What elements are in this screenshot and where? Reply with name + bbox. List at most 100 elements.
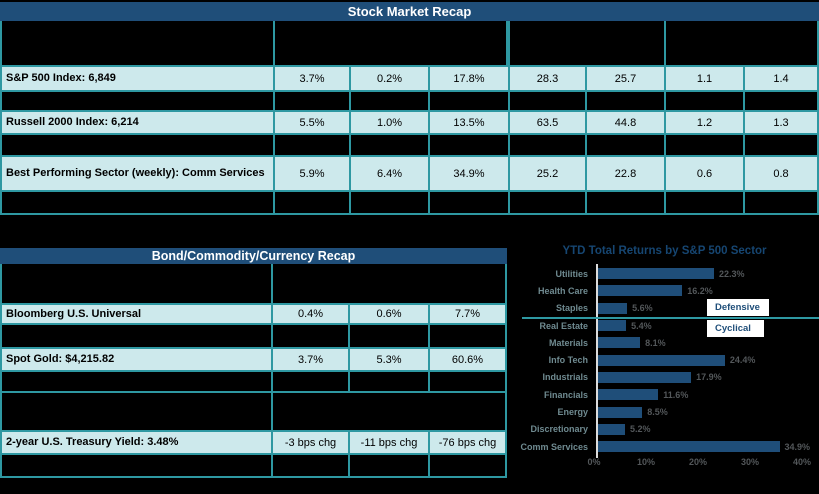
chart-bar-area: 8.5% <box>594 406 819 418</box>
chart-row: Financials 11.6% <box>510 386 819 403</box>
chart-bar-area: 24.4% <box>594 354 819 366</box>
chart-category-label: Real Estate <box>539 320 588 331</box>
chart-row: Materials 8.1% <box>510 334 819 351</box>
chart-category-label: Materials <box>548 337 588 348</box>
chart-x-tick-label: 10% <box>636 457 655 467</box>
chart-y-axis-line <box>596 264 598 458</box>
chart-bar-area: 5.4% <box>594 320 819 332</box>
value-cell: -11 bps chg <box>350 430 430 455</box>
value-cell: 17.8% <box>430 65 510 92</box>
chart-x-tick-label: 40% <box>792 457 811 467</box>
value-cell: 0.2% <box>351 65 430 92</box>
row-label-cell: 2-year U.S. Treasury Yield: 3.48% <box>0 430 273 455</box>
spacer-cell <box>351 192 430 215</box>
chart-bar <box>598 268 714 280</box>
spacer-cell <box>0 192 275 215</box>
value-cell: -76 bps chg <box>430 430 507 455</box>
legend-cyclical: Cyclical <box>707 320 764 337</box>
spacer-cell <box>745 135 819 155</box>
value-cell: 22.8 <box>587 155 666 192</box>
bond-header-cell <box>0 264 273 303</box>
chart-bar-area: 16.2% <box>594 285 819 297</box>
row-label-cell: Bloomberg U.S. Universal <box>0 303 273 325</box>
value-cell: 63.5 <box>510 110 587 135</box>
spacer-cell <box>430 192 510 215</box>
spacer-cell <box>0 325 273 347</box>
chart-value-label: 5.4% <box>631 320 652 331</box>
chart-bar <box>598 406 643 418</box>
chart-title: YTD Total Returns by S&P 500 Sector <box>562 245 767 257</box>
chart-category-label: Energy <box>557 407 588 418</box>
chart-bar <box>598 285 683 297</box>
chart-bar-area: 17.9% <box>594 371 819 383</box>
chart-category-label: Health Care <box>537 285 588 296</box>
value-cell: 0.4% <box>273 303 350 325</box>
spacer-cell <box>350 372 430 393</box>
chart-category-label: Staples <box>555 303 588 314</box>
spacer-cell <box>510 92 587 110</box>
value-cell: -3 bps chg <box>273 430 350 455</box>
chart-bar <box>598 371 692 383</box>
chart-bar-area: 5.6% <box>594 302 819 314</box>
chart-row: Energy 8.5% <box>510 403 819 420</box>
chart-bar <box>598 302 628 314</box>
value-cell: 34.9% <box>430 155 510 192</box>
spacer-cell <box>273 455 350 478</box>
chart-bar-area: 34.9% <box>594 441 819 453</box>
value-cell: 5.9% <box>275 155 351 192</box>
spacer-cell <box>0 455 273 478</box>
spacer-cell <box>430 92 510 110</box>
spacer-cell <box>587 192 666 215</box>
stock-header-cell <box>666 21 819 65</box>
chart-x-tick-label: 20% <box>688 457 707 467</box>
spacer-cell <box>275 92 351 110</box>
chart-value-label: 8.1% <box>645 337 666 348</box>
chart-value-label: 8.5% <box>647 407 668 418</box>
chart-row: Utilities 22.3% <box>510 265 819 282</box>
spacer-cell <box>587 92 666 110</box>
bond-header-cell <box>273 264 507 303</box>
stock-market-recap-table: Stock Market Recap S&P 500 Index: 6,849 … <box>0 2 819 215</box>
spacer-cell <box>0 135 275 155</box>
chart-row: Discretionary 5.2% <box>510 421 819 438</box>
chart-category-label: Discretionary <box>530 424 588 435</box>
value-cell: 0.6% <box>350 303 430 325</box>
row-label-cell: Spot Gold: $4,215.82 <box>0 347 273 372</box>
row-label-cell: Best Performing Sector (weekly): Comm Se… <box>0 155 275 192</box>
chart-category-label: Info Tech <box>548 355 588 366</box>
spacer-cell <box>430 455 507 478</box>
chart-bar <box>598 337 641 349</box>
value-cell: 25.2 <box>510 155 587 192</box>
value-cell: 28.3 <box>510 65 587 92</box>
legend-cyclical-label: Cyclical <box>715 323 751 334</box>
value-cell: 1.0% <box>351 110 430 135</box>
merged-spacer-cell <box>0 393 273 430</box>
value-cell: 25.7 <box>587 65 666 92</box>
spacer-cell <box>666 192 745 215</box>
chart-x-tick-label: 0% <box>587 457 601 467</box>
spacer-cell <box>0 92 275 110</box>
chart-value-label: 22.3% <box>719 268 745 279</box>
spacer-cell <box>273 372 350 393</box>
chart-value-label: 5.2% <box>630 424 651 435</box>
chart-category-label: Financials <box>543 389 588 400</box>
defensive-cyclical-divider-line <box>522 317 819 319</box>
chart-row: Comm Services 34.9% <box>510 438 819 455</box>
value-cell: 44.8 <box>587 110 666 135</box>
chart-x-axis-ticks: 0% 10% 20% 30% 40% <box>510 457 819 469</box>
value-cell: 6.4% <box>351 155 430 192</box>
value-cell: 5.3% <box>350 347 430 372</box>
spacer-cell <box>587 135 666 155</box>
spacer-cell <box>510 192 587 215</box>
chart-value-label: 34.9% <box>784 441 811 452</box>
value-cell: 5.5% <box>275 110 351 135</box>
spacer-cell <box>430 135 510 155</box>
chart-row: Industrials 17.9% <box>510 369 819 386</box>
chart-bar-area: 11.6% <box>594 389 819 401</box>
chart-rows: Utilities 22.3% Health Care 16.2% Staples 5.6… <box>510 265 819 455</box>
spacer-cell <box>666 135 745 155</box>
chart-bar-area: 8.1% <box>594 337 819 349</box>
chart-row: Real Estate 5.4% <box>510 317 819 334</box>
value-cell: 1.4 <box>745 65 819 92</box>
spacer-cell <box>350 455 430 478</box>
